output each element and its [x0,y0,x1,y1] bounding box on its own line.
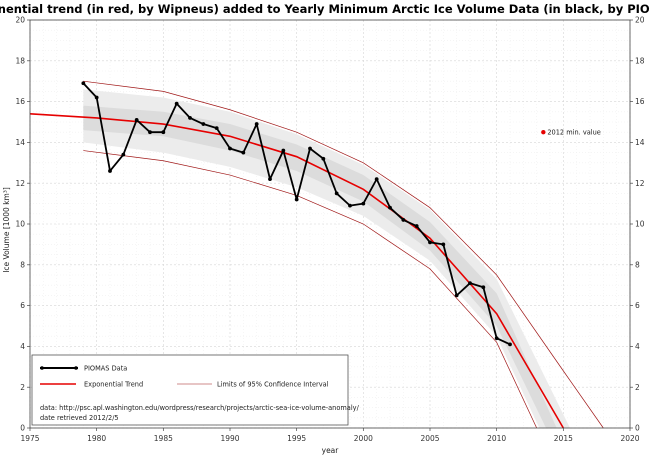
y-tick-label-left: 16 [15,97,25,106]
y-axis-label: Ice Volume [1000 km³] [2,187,11,273]
trend-line [29,113,565,429]
data-point [148,130,152,135]
data-point [254,122,259,126]
y-tick-label-right: 6 [635,301,640,310]
legend-note-source: data: http://psc.apl.washington.edu/word… [40,404,360,412]
data-point [228,146,232,151]
annotation-label: 2012 min. value [547,129,601,137]
data-point [361,201,366,206]
lower-limit-line [83,150,537,429]
legend-note-date: date retrieved 2012/2/5 [40,414,119,422]
x-axis-label: year [322,446,340,455]
data-point [414,224,419,228]
x-tick-label: 1995 [287,434,306,443]
legend-marker-piomas [40,366,44,370]
y-axis-ticks-left: 0 2 4 6 8 10 12 14 16 18 20 [15,16,30,433]
data-point [321,156,326,161]
data-point [428,240,432,245]
data-point [174,101,179,106]
y-tick-label-right: 10 [635,220,645,229]
data-point [188,116,192,120]
x-tick-label: 1980 [87,434,106,443]
legend-marker-piomas-2 [74,366,78,370]
x-tick-label: 2000 [354,434,373,443]
y-tick-label-right: 14 [635,138,645,147]
annotation-2012: 2012 min. value [541,129,601,137]
data-point [374,177,379,182]
confidence-bands [83,89,570,429]
y-tick-label-left: 10 [15,220,25,229]
data-point [454,293,459,298]
y-tick-label-right: 18 [635,56,645,65]
data-point [508,342,512,347]
y-tick-label-right: 16 [635,97,645,106]
y-tick-label-left: 20 [15,16,25,25]
y-tick-label-left: 6 [20,301,25,310]
data-point [348,203,352,208]
x-tick-label: 2020 [620,434,639,443]
y-tick-label-right: 2 [635,383,640,392]
data-point [214,126,219,131]
y-axis-ticks-right: 0 2 4 6 8 10 12 14 16 18 20 [630,16,645,433]
confidence-limit-lines [83,80,604,429]
piomas-series [81,81,512,347]
x-tick-label: 1985 [154,434,173,443]
data-point [94,95,99,100]
data-point [108,169,112,173]
legend-label-trend: Exponential Trend [84,381,143,389]
legend: PIOMAS Data Exponential Trend Limits of … [31,354,360,426]
y-tick-label-left: 14 [15,138,25,147]
annotation-dot [541,130,546,135]
data-point [388,205,392,210]
y-tick-label-right: 12 [635,179,645,188]
y-tick-label-left: 12 [15,179,25,188]
data-point [241,150,246,155]
y-tick-label-left: 18 [15,56,25,65]
y-tick-label-left: 2 [20,383,25,392]
y-tick-label-left: 8 [20,260,25,269]
upper-limit-line [83,80,604,429]
y-tick-label-left: 4 [20,342,25,351]
data-point [401,218,406,222]
x-tick-label: 2010 [487,434,506,443]
data-point [308,146,312,151]
x-tick-label: 1990 [220,434,239,443]
data-point [134,118,139,122]
confidence-band-inner [83,105,557,429]
x-tick-label: 2015 [554,434,573,443]
data-point [468,281,472,286]
y-tick-label-right: 0 [635,424,640,433]
data-point [201,122,206,126]
data-point [161,130,166,135]
legend-label-piomas: PIOMAS Data [84,365,127,373]
y-tick-label-left: 0 [20,424,25,433]
y-tick-label-right: 8 [635,260,640,269]
data-point [481,285,486,290]
legend-label-limits: Limits of 95% Confidence Interval [217,381,329,389]
x-axis-ticks: 1975 1980 1985 1990 1995 2000 2005 2010 2015 2020 [20,428,640,443]
x-tick-label: 1975 [20,434,39,443]
chart-title: Exponential trend (in red, by Wipneus) a… [0,2,650,16]
legend-box [31,354,349,426]
x-tick-label: 2005 [420,434,439,443]
data-point [281,148,286,153]
exponential-trend [29,113,565,429]
data-point [441,242,446,247]
y-tick-label-right: 20 [635,16,645,25]
data-point [294,197,299,202]
y-tick-label-right: 4 [635,342,640,351]
data-point [121,152,126,157]
data-point [334,191,339,196]
data-point [81,81,86,86]
data-point [268,177,272,182]
data-point [494,336,499,341]
